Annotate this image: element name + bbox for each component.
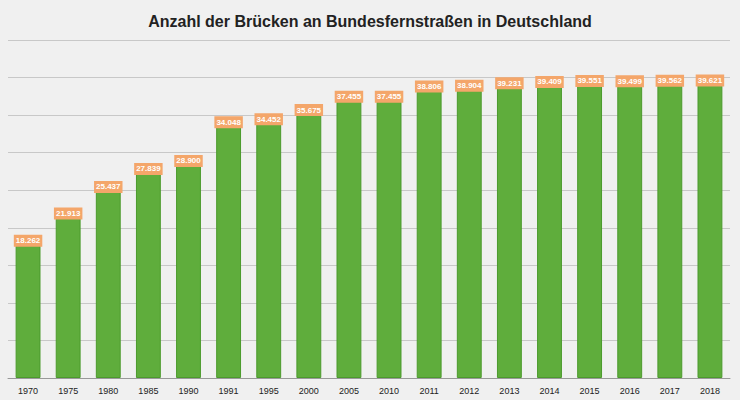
svg-text:1975: 1975 <box>58 386 78 396</box>
svg-text:18.262: 18.262 <box>16 236 41 245</box>
svg-text:35.675: 35.675 <box>297 106 322 115</box>
svg-text:1980: 1980 <box>98 386 118 396</box>
svg-text:34.048: 34.048 <box>216 118 241 127</box>
svg-text:27.839: 27.839 <box>136 164 161 173</box>
svg-text:2015: 2015 <box>580 386 600 396</box>
svg-text:2011: 2011 <box>419 386 438 396</box>
svg-text:2018: 2018 <box>700 386 720 396</box>
svg-text:39.231: 39.231 <box>497 79 522 88</box>
svg-text:34.452: 34.452 <box>256 115 281 124</box>
svg-text:25.437: 25.437 <box>96 182 121 191</box>
svg-text:21.913: 21.913 <box>56 209 81 218</box>
svg-text:2016: 2016 <box>620 386 640 396</box>
svg-text:39.499: 39.499 <box>617 77 642 86</box>
svg-text:1991: 1991 <box>219 386 239 396</box>
svg-text:39.562: 39.562 <box>658 76 683 85</box>
svg-text:1970: 1970 <box>18 386 38 396</box>
svg-text:2017: 2017 <box>660 386 680 396</box>
svg-text:37.455: 37.455 <box>377 92 402 101</box>
svg-text:2012: 2012 <box>459 386 479 396</box>
svg-text:38.806: 38.806 <box>417 82 442 91</box>
svg-text:1990: 1990 <box>178 386 198 396</box>
svg-text:2005: 2005 <box>339 386 359 396</box>
svg-text:2000: 2000 <box>299 386 319 396</box>
svg-text:37.455: 37.455 <box>337 92 362 101</box>
svg-text:1995: 1995 <box>259 386 279 396</box>
svg-text:2014: 2014 <box>539 386 559 396</box>
svg-text:28.900: 28.900 <box>176 156 201 165</box>
svg-text:39.409: 39.409 <box>537 77 562 86</box>
svg-text:2010: 2010 <box>379 386 399 396</box>
svg-text:39.551: 39.551 <box>577 76 602 85</box>
svg-text:1985: 1985 <box>138 386 158 396</box>
svg-text:38.904: 38.904 <box>457 81 482 90</box>
svg-text:39.621: 39.621 <box>698 76 723 85</box>
svg-text:2013: 2013 <box>499 386 519 396</box>
svg-text:Anzahl der Brücken an Bundesfe: Anzahl der Brücken an Bundesfernstraßen … <box>148 13 592 30</box>
